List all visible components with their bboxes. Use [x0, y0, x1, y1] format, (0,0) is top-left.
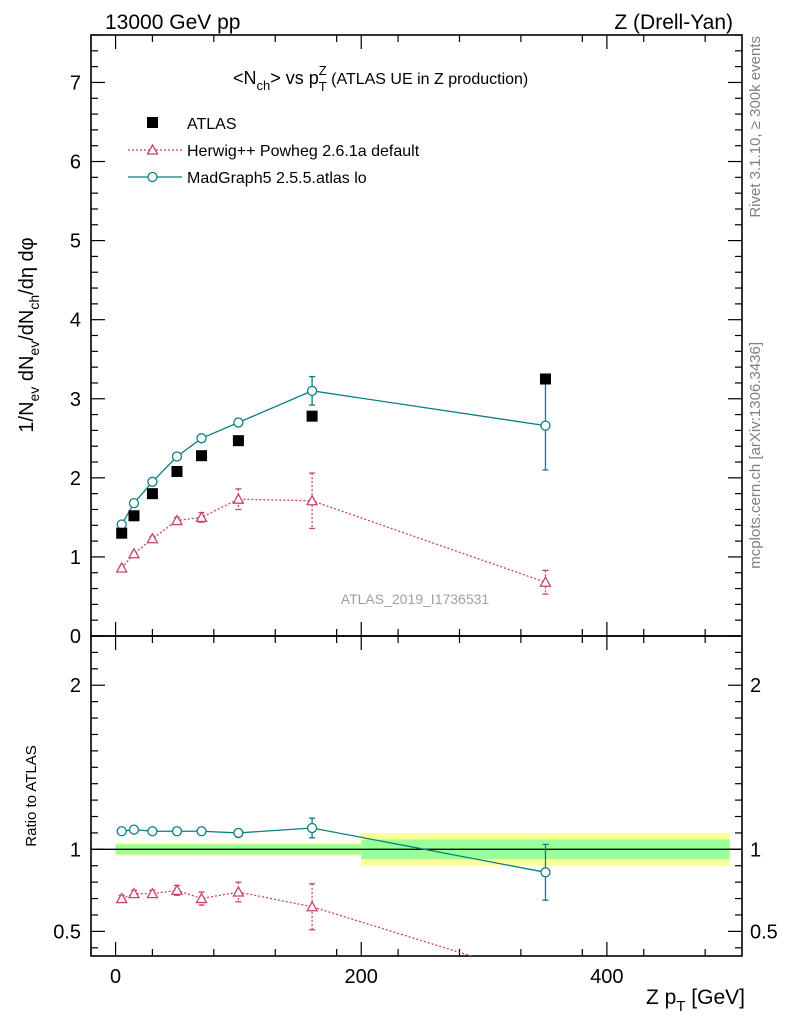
point-herwig — [195, 511, 208, 523]
point-atlas — [146, 488, 158, 500]
ratio-point-herwig — [305, 900, 319, 912]
point-atlas — [171, 466, 183, 478]
point-herwig — [539, 575, 552, 587]
ratio-point-madgraph — [233, 827, 244, 839]
main-series — [115, 373, 552, 595]
legend: ATLAS Herwig++ Powheg 2.6.1a default Mad… — [128, 116, 420, 187]
legend-label-atlas: ATLAS — [187, 116, 237, 133]
ratio-point-herwig — [195, 892, 208, 904]
mcplots-label: mcplots.cern.ch [arXiv:1306.3436] — [747, 342, 764, 569]
y-tick-label-main: 3 — [70, 389, 81, 411]
y-tick-label-main: 5 — [70, 231, 81, 253]
legend-marker-circle — [147, 171, 158, 183]
point-atlas — [232, 435, 244, 447]
point-atlas — [306, 410, 318, 422]
ratio-point-madgraph — [116, 826, 127, 837]
series-line-madgraph — [121, 390, 546, 525]
ratio-point-herwig — [146, 887, 159, 899]
legend-label-herwig: Herwig++ Powheg 2.6.1a default — [187, 143, 420, 160]
point-herwig — [170, 514, 184, 526]
header-right: Z (Drell-Yan) — [614, 11, 733, 34]
ratio-point-madgraph — [128, 824, 140, 835]
y-tick-label-main: 6 — [70, 152, 81, 174]
series-line-herwig — [121, 498, 546, 583]
ratio-uncertainty-bands — [91, 832, 742, 866]
x-axis-label: Z pT [GeV] — [646, 986, 745, 1015]
chart-title: <Nch> vs pZ T (ATLAS UE in Z production) — [233, 63, 528, 94]
point-herwig — [146, 532, 159, 544]
y-tick-label-main: 7 — [70, 72, 81, 94]
y-tick-label-ratio: 0.5 — [53, 921, 81, 943]
point-madgraph — [233, 417, 244, 428]
point-herwig — [127, 547, 141, 559]
ratio-point-madgraph — [306, 822, 318, 834]
ratio-point-madgraph — [147, 826, 158, 837]
header-left: 13000 GeV pp — [105, 11, 240, 34]
point-madgraph — [196, 433, 207, 444]
x-tick-label: 400 — [590, 966, 623, 988]
point-herwig — [115, 561, 128, 573]
point-atlas — [128, 510, 140, 522]
ratio-series — [115, 817, 551, 956]
y-axis-label-ratio: Ratio to ATLAS — [23, 745, 40, 846]
legend-item-atlas: ATLAS — [147, 116, 237, 133]
y-tick-label-ratio: 2 — [70, 675, 81, 697]
legend-item-herwig: Herwig++ Powheg 2.6.1a default — [128, 143, 420, 160]
ratio-panel-frame — [90, 635, 743, 957]
point-madgraph — [540, 420, 551, 431]
y-tick-label-ratio-right: 0.5 — [750, 921, 778, 943]
legend-marker-square — [147, 117, 158, 128]
y-tick-label-ratio-right: 1 — [750, 839, 761, 861]
analysis-watermark: ATLAS_2019_I1736531 — [341, 591, 490, 607]
y-tick-label-main: 1 — [70, 547, 81, 569]
point-madgraph — [116, 519, 127, 530]
x-tick-label: 200 — [345, 966, 378, 988]
point-madgraph — [306, 385, 318, 397]
y-tick-label-main: 4 — [70, 310, 81, 332]
y-tick-label-main: 0 — [70, 626, 81, 648]
ratio-point-madgraph — [171, 826, 183, 837]
x-tick-label: 0 — [110, 966, 121, 988]
point-atlas — [539, 373, 551, 385]
ratio-point-madgraph — [540, 867, 551, 878]
point-herwig — [305, 494, 319, 506]
y-tick-label-main: 2 — [70, 468, 81, 490]
point-madgraph — [128, 497, 140, 509]
y-tick-label-ratio-right: 2 — [750, 675, 761, 697]
ratio-point-herwig — [127, 887, 141, 899]
legend-item-madgraph: MadGraph5 2.5.5.atlas lo — [128, 170, 367, 187]
ratio-point-madgraph — [196, 826, 207, 837]
y-axis-label-main: 1/Nev dNev/dNch/dη dφ — [16, 237, 42, 432]
ratio-point-herwig — [115, 892, 128, 904]
point-madgraph — [171, 451, 183, 462]
axes-ticks: 0 200 400 0 1 2 3 4 5 6 7 0.5 0.5 1 1 2 2 — [53, 34, 778, 988]
legend-marker-triangle — [146, 143, 159, 155]
rivet-label: Rivet 3.1.10, ≥ 300k events — [747, 36, 764, 218]
legend-label-madgraph: MadGraph5 2.5.5.atlas lo — [187, 170, 367, 187]
point-herwig — [232, 492, 245, 504]
y-tick-label-ratio: 1 — [70, 839, 81, 861]
point-atlas — [116, 527, 128, 539]
ratio-point-herwig — [232, 885, 245, 897]
point-madgraph — [147, 476, 158, 487]
ratio-point-herwig — [170, 884, 184, 896]
ratio-line-herwig — [121, 889, 474, 956]
point-atlas — [196, 450, 208, 462]
